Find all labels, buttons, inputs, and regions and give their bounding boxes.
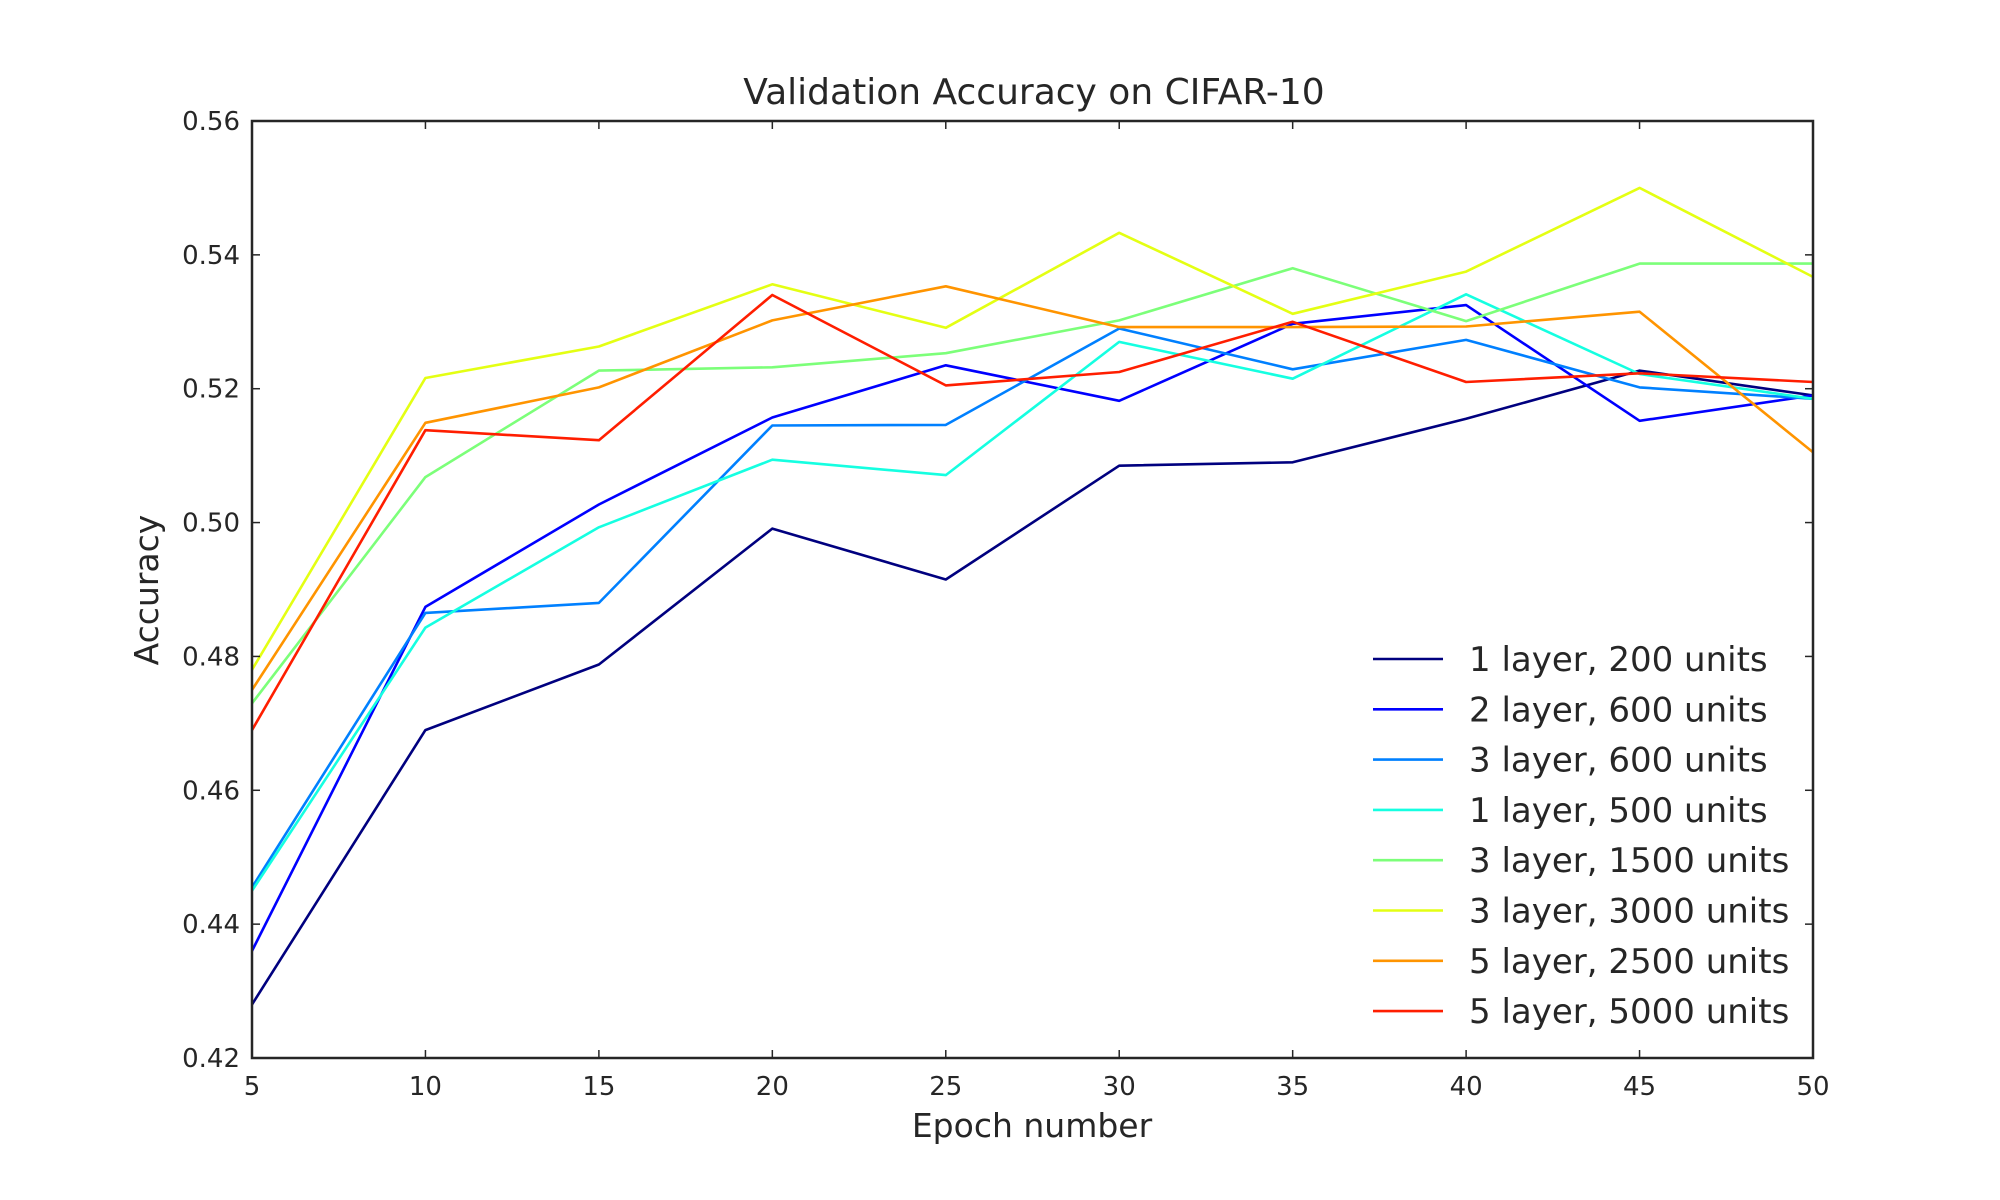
series-line-6 <box>252 186 1813 671</box>
legend-entry: 1 layer, 200 units <box>1373 640 1768 680</box>
series-layer <box>252 186 1813 1006</box>
legend-entry: 5 layer, 2500 units <box>1373 942 1789 982</box>
y-axis-ticks: 0.42 0.44 0.46 0.48 0.50 0.52 0.54 0.56 <box>182 107 1813 1074</box>
plot-background <box>252 121 1813 1058</box>
plot-frame <box>250 119 1815 1060</box>
legend-label: 5 layer, 2500 units <box>1469 942 1789 982</box>
y-tick-label: 0.48 <box>182 642 240 672</box>
x-tick-label: 10 <box>409 1072 442 1102</box>
x-tick-label: 25 <box>929 1072 962 1102</box>
series-line-5 <box>252 262 1813 705</box>
y-axis-label: Accuracy <box>127 515 166 666</box>
y-tick-label: 0.44 <box>182 910 240 940</box>
legend: 1 layer, 200 units 2 layer, 600 units 3 la… <box>1373 640 1789 1032</box>
chart-title: Validation Accuracy on CIFAR-10 <box>743 72 1324 113</box>
plot-area <box>252 121 1813 1058</box>
x-tick-label: 40 <box>1450 1072 1483 1102</box>
y-tick-label: 0.50 <box>182 509 240 539</box>
y-tick-label: 0.56 <box>182 107 240 137</box>
x-tick-label: 5 <box>244 1072 261 1102</box>
x-tick-label: 15 <box>582 1072 615 1102</box>
legend-entry: 3 layer, 3000 units <box>1373 892 1789 932</box>
legend-label: 3 layer, 3000 units <box>1469 892 1789 932</box>
series-line-8 <box>252 293 1813 731</box>
y-tick-label: 0.42 <box>182 1044 240 1074</box>
legend-label: 2 layer, 600 units <box>1469 690 1768 730</box>
x-tick-label: 20 <box>756 1072 789 1102</box>
legend-entry: 2 layer, 600 units <box>1373 690 1768 730</box>
series-line-3 <box>252 327 1813 888</box>
x-axis-ticks: 5 10 15 20 25 30 35 40 45 50 <box>244 121 1830 1102</box>
series-line-7 <box>252 284 1813 691</box>
series-line-4 <box>252 292 1813 892</box>
legend-entry: 3 layer, 1500 units <box>1373 841 1789 881</box>
legend-label: 1 layer, 500 units <box>1469 791 1768 831</box>
x-tick-label: 30 <box>1103 1072 1136 1102</box>
legend-label: 3 layer, 600 units <box>1469 741 1768 781</box>
legend-entry: 5 layer, 5000 units <box>1373 992 1789 1032</box>
legend-entry: 3 layer, 600 units <box>1373 741 1768 781</box>
legend-label: 3 layer, 1500 units <box>1469 841 1789 881</box>
legend-label: 5 layer, 5000 units <box>1469 992 1789 1032</box>
x-tick-label: 45 <box>1623 1072 1656 1102</box>
legend-label: 1 layer, 200 units <box>1469 640 1768 680</box>
legend-entry: 1 layer, 500 units <box>1373 791 1768 831</box>
y-tick-label: 0.52 <box>182 375 240 405</box>
series-line-1 <box>252 369 1813 1006</box>
y-tick-label: 0.54 <box>182 241 240 271</box>
x-tick-label: 35 <box>1276 1072 1309 1102</box>
x-tick-label: 50 <box>1796 1072 1829 1102</box>
y-tick-label: 0.46 <box>182 776 240 806</box>
x-axis-label: Epoch number <box>912 1106 1153 1145</box>
